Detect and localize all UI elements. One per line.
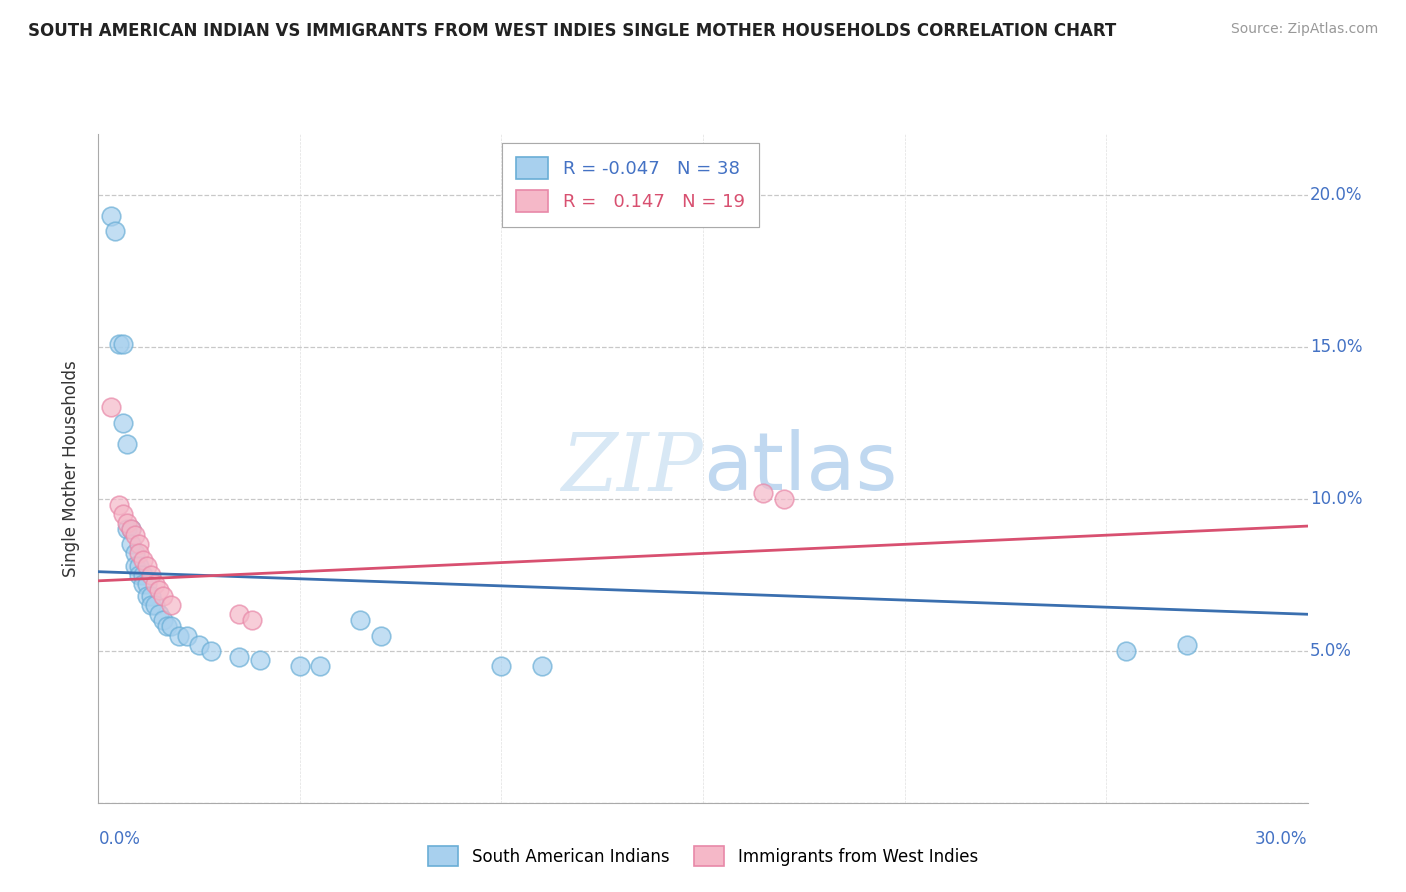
Point xyxy=(752,485,775,500)
Text: SOUTH AMERICAN INDIAN VS IMMIGRANTS FROM WEST INDIES SINGLE MOTHER HOUSEHOLDS CO: SOUTH AMERICAN INDIAN VS IMMIGRANTS FROM… xyxy=(28,22,1116,40)
Point xyxy=(148,607,170,622)
Point xyxy=(132,567,155,582)
Point xyxy=(176,628,198,642)
Legend: South American Indians, Immigrants from West Indies: South American Indians, Immigrants from … xyxy=(420,838,986,875)
Point xyxy=(156,619,179,633)
Point xyxy=(152,589,174,603)
Point xyxy=(160,619,183,633)
Point xyxy=(124,558,146,573)
Point xyxy=(100,401,122,415)
Point xyxy=(111,336,134,351)
Point xyxy=(115,437,138,451)
Point xyxy=(309,659,332,673)
Point xyxy=(491,659,513,673)
Point xyxy=(128,558,150,573)
Point xyxy=(115,522,138,536)
Point xyxy=(135,589,157,603)
Text: 15.0%: 15.0% xyxy=(1310,338,1362,356)
Point xyxy=(249,653,271,667)
Legend: R = -0.047   N = 38, R =   0.147   N = 19: R = -0.047 N = 38, R = 0.147 N = 19 xyxy=(502,143,759,227)
Text: 0.0%: 0.0% xyxy=(98,830,141,847)
Point xyxy=(120,522,142,536)
Point xyxy=(188,638,211,652)
Point xyxy=(111,416,134,430)
Point xyxy=(143,577,166,591)
Point xyxy=(107,498,129,512)
Point xyxy=(128,537,150,551)
Point xyxy=(240,613,263,627)
Text: Source: ZipAtlas.com: Source: ZipAtlas.com xyxy=(1230,22,1378,37)
Point xyxy=(228,607,250,622)
Point xyxy=(160,598,183,612)
Point xyxy=(530,659,553,673)
Text: 30.0%: 30.0% xyxy=(1256,830,1308,847)
Point xyxy=(349,613,371,627)
Point xyxy=(139,598,162,612)
Point xyxy=(103,224,125,238)
Text: ZIP: ZIP xyxy=(561,430,703,507)
Text: 20.0%: 20.0% xyxy=(1310,186,1362,203)
Point xyxy=(128,567,150,582)
Point xyxy=(139,567,162,582)
Point xyxy=(124,546,146,560)
Point xyxy=(124,528,146,542)
Point xyxy=(200,644,222,658)
Y-axis label: Single Mother Households: Single Mother Households xyxy=(62,360,80,576)
Point xyxy=(148,582,170,597)
Point xyxy=(370,628,392,642)
Point xyxy=(135,577,157,591)
Point xyxy=(120,522,142,536)
Point xyxy=(132,552,155,566)
Point xyxy=(107,336,129,351)
Text: 5.0%: 5.0% xyxy=(1310,641,1353,660)
Point xyxy=(167,628,190,642)
Point xyxy=(115,516,138,530)
Point xyxy=(111,507,134,521)
Point xyxy=(128,546,150,560)
Point xyxy=(228,649,250,664)
Point xyxy=(100,209,122,223)
Point xyxy=(139,589,162,603)
Point xyxy=(288,659,311,673)
Point xyxy=(1175,638,1198,652)
Point xyxy=(1115,644,1137,658)
Point xyxy=(772,491,794,506)
Text: atlas: atlas xyxy=(703,429,897,508)
Point xyxy=(135,558,157,573)
Point xyxy=(143,598,166,612)
Point xyxy=(132,577,155,591)
Text: 10.0%: 10.0% xyxy=(1310,490,1362,508)
Point xyxy=(120,537,142,551)
Point xyxy=(152,613,174,627)
